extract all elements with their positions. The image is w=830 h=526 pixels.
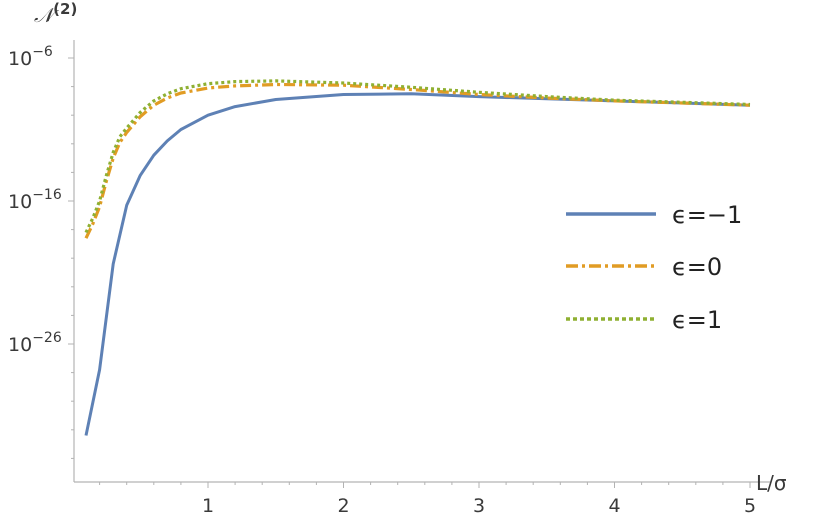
x-ticks: 1 2 3 4 5 [99,482,756,517]
x-tick-label: 5 [744,495,756,517]
y-tick-exponent: −6 [32,44,53,60]
series-line-2 [84,79,751,234]
legend: ϵ=−1 ϵ=0 ϵ=1 [566,201,742,334]
x-tick-label: 1 [202,495,214,517]
y-axis-title-sup: (2) [53,0,77,18]
y-axis-title: 𝒩(2) [34,0,77,27]
legend-label-2: ϵ=1 [672,306,722,334]
y-tick-label: 10−6 [8,44,53,70]
y-tick-label: 10−26 [8,330,62,356]
y-tick-base: 10 [8,48,32,70]
x-tick-label: 3 [473,495,485,517]
series-line-0 [84,92,751,436]
y-tick-base: 10 [8,334,32,356]
y-tick-base: 10 [8,191,32,213]
x-tick-label: 2 [337,495,349,517]
x-tick-label: 4 [608,495,620,517]
legend-label-1: ϵ=0 [672,253,722,281]
series-lines [84,79,751,436]
series-line-1 [84,82,751,239]
y-tick-exponent: −26 [32,330,62,346]
legend-label-0: ϵ=−1 [672,201,742,229]
x-axis-title: L/σ [756,471,787,495]
y-tick-exponent: −16 [32,187,62,203]
y-tick-label: 10−16 [8,187,62,213]
